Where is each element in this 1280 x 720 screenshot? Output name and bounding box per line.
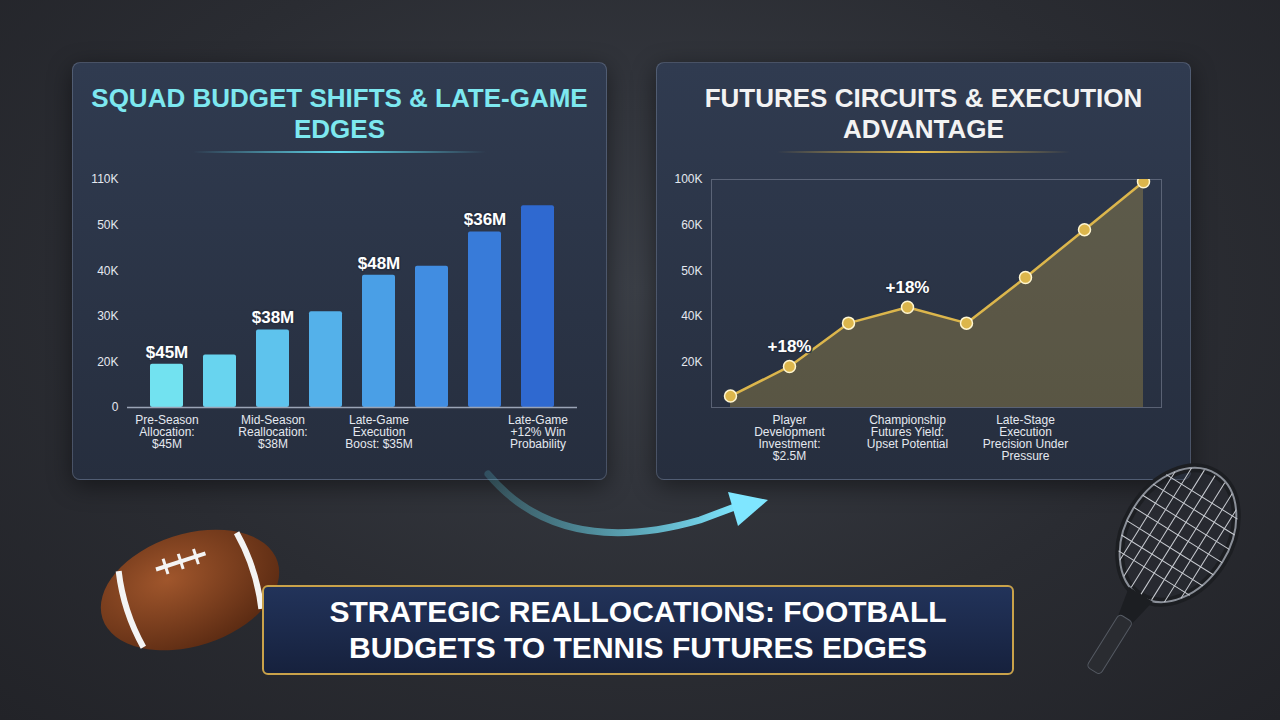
svg-text:50K: 50K (681, 264, 702, 278)
svg-text:$48M: $48M (358, 254, 401, 273)
svg-text:Mid-SeasonReallocation:$38M: Mid-SeasonReallocation:$38M (238, 413, 307, 451)
svg-text:30K: 30K (97, 309, 118, 323)
svg-text:+18%: +18% (886, 278, 930, 297)
svg-text:50K: 50K (97, 218, 118, 232)
svg-text:100K: 100K (674, 172, 702, 186)
svg-text:PlayerDevelopmentInvestment:$2: PlayerDevelopmentInvestment:$2.5M (754, 413, 825, 463)
html-text:SQUAD BUDGET SHIFTS & LATE-GAM: SQUAD BUDGET SHIFTS & LATE-GAME EDGES (91, 83, 588, 144)
svg-text:Late-GameExecutionBoost: $35M: Late-GameExecutionBoost: $35M (345, 413, 412, 451)
svg-text:$36M: $36M (464, 210, 507, 229)
html-text:FUTURES CIRCUITS & EXECUTION A: FUTURES CIRCUITS & EXECUTION ADVANTAGE (704, 83, 1143, 144)
svg-text:$45M: $45M (146, 343, 189, 362)
svg-text:Late-StageExecutionPrecision U: Late-StageExecutionPrecision UnderPressu… (983, 413, 1068, 463)
svg-text:+18%: +18% (768, 337, 812, 356)
svg-text:$38M: $38M (252, 308, 295, 327)
svg-text:20K: 20K (681, 355, 702, 369)
svg-text:Late-Game+12% WinProbability: Late-Game+12% WinProbability (508, 413, 568, 451)
html-text:STRATEGIC REALLOCATIONS: FOOTB: STRATEGIC REALLOCATIONS: FOOTBALL BUDGET… (329, 595, 947, 664)
svg-text:60K: 60K (681, 218, 702, 232)
svg-text:40K: 40K (97, 264, 118, 278)
svg-text:20K: 20K (97, 355, 118, 369)
svg-text:110K: 110K (91, 172, 118, 186)
svg-text:40K: 40K (681, 309, 702, 323)
svg-text:0: 0 (112, 400, 119, 414)
svg-text:Pre-SeasonAllocation:$45M: Pre-SeasonAllocation:$45M (135, 413, 198, 451)
svg-text:ChampionshipFutures Yield:Upse: ChampionshipFutures Yield:Upset Potentia… (867, 413, 948, 451)
